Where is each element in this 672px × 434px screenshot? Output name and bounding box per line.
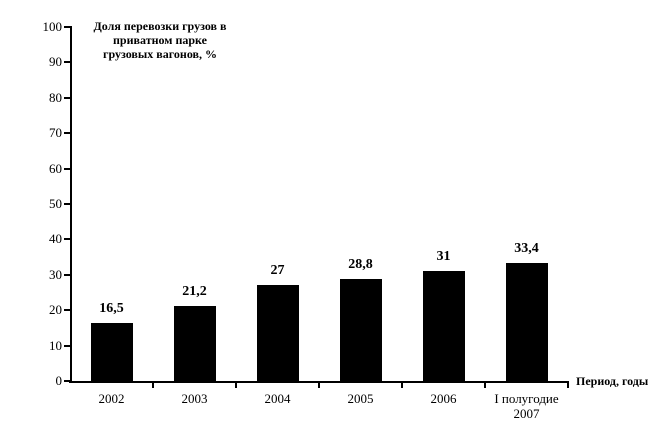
x-tick: [567, 381, 569, 388]
y-tick-label: 50: [49, 196, 62, 211]
x-tick: [318, 381, 320, 388]
chart-title: Доля перевозки грузов в приватном парке …: [75, 19, 245, 61]
category-label-line: I полугодие: [494, 391, 559, 406]
bar-value-label: 28,8: [348, 257, 373, 273]
bar-value-label: 33,4: [514, 240, 539, 256]
bar: [339, 279, 382, 381]
y-tick-label: 30: [49, 266, 62, 282]
category-label-line: 2007: [513, 406, 540, 421]
y-tick-label: 90: [49, 54, 62, 70]
x-tick: [235, 381, 237, 388]
y-tick: [64, 273, 70, 276]
bar-value-label: 27: [270, 263, 285, 279]
category-label-line: 2003: [181, 391, 208, 406]
category-label-line: 2005: [347, 391, 374, 406]
y-tick: [64, 61, 70, 64]
x-axis-label: Период, годы: [576, 374, 649, 388]
y-tick: [64, 203, 70, 205]
y-tick: [64, 167, 70, 170]
bar-value-label: 16,5: [99, 300, 124, 316]
bar: [90, 322, 133, 381]
category-label: 2002: [70, 391, 153, 406]
y-tick-label: 20: [49, 302, 62, 318]
bar: [256, 285, 299, 381]
bar-value-label: 21,2: [182, 283, 207, 299]
y-axis: [70, 26, 72, 383]
chart-title-line-1: Доля перевозки грузов в: [93, 19, 227, 33]
category-label: 2004: [236, 391, 319, 406]
y-tick-label: 100: [42, 19, 63, 34]
x-tick: [152, 381, 154, 388]
chart-title-line-3: грузовых вагонов, %: [103, 47, 217, 61]
category-label: I полугодие 2007: [485, 391, 568, 421]
bar-value-label: 31: [436, 249, 451, 265]
y-tick: [64, 238, 70, 241]
category-label: 2005: [319, 391, 402, 406]
x-tick: [401, 381, 403, 388]
bar: [422, 271, 465, 381]
y-tick: [64, 26, 70, 28]
y-tick-label: 60: [49, 160, 62, 176]
category-label-line: 2002: [98, 391, 125, 406]
y-tick-label: 70: [49, 125, 62, 141]
y-tick: [64, 309, 70, 312]
y-tick-label: 10: [49, 337, 62, 353]
y-tick: [64, 344, 70, 347]
y-tick: [64, 132, 70, 135]
y-tick: [64, 380, 70, 382]
x-tick: [484, 381, 486, 388]
y-tick: [64, 96, 70, 99]
y-tick-label: 0: [55, 373, 63, 388]
y-tick-label: 80: [49, 89, 62, 105]
category-label-line: 2006: [430, 391, 457, 406]
chart-title-line-2: приватном парке: [113, 33, 207, 47]
y-tick-label: 40: [49, 231, 62, 247]
category-label: 2006: [402, 391, 485, 406]
category-label-line: 2004: [264, 391, 291, 406]
bar: [505, 262, 548, 381]
category-label: 2003: [153, 391, 236, 406]
bar: [173, 305, 216, 381]
